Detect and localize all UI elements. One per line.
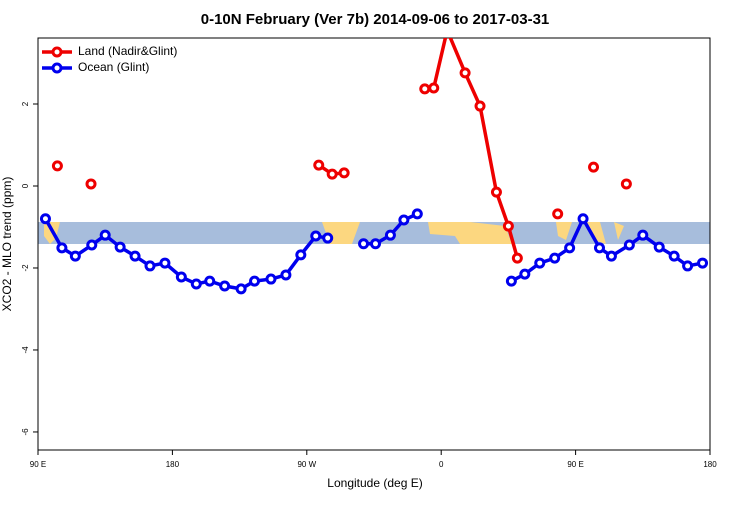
data-point [474, 100, 486, 112]
x-axis-label: Longitude (deg E) [327, 476, 422, 490]
data-point [534, 257, 546, 269]
x-tick-label: 90 E [567, 460, 583, 469]
data-point [322, 232, 334, 244]
data-point [249, 275, 261, 287]
data-point [411, 208, 423, 220]
data-point [144, 260, 156, 272]
data-point [219, 280, 231, 292]
data-point [86, 239, 98, 251]
data-point [519, 268, 531, 280]
data-point [653, 241, 665, 253]
data-point [511, 252, 523, 264]
y-tick-label: -4 [21, 346, 30, 354]
data-point [295, 249, 307, 261]
data-point [326, 168, 338, 180]
data-point [85, 178, 97, 190]
data-point [668, 250, 680, 262]
data-point [69, 250, 81, 262]
data-point [99, 229, 111, 241]
y-tick-label: -2 [21, 264, 30, 272]
data-point [419, 83, 431, 95]
data-point [428, 82, 440, 94]
data-point [310, 230, 322, 242]
data-point [114, 241, 126, 253]
data-point [593, 242, 605, 254]
legend-label: Ocean (Glint) [78, 60, 149, 74]
data-point [39, 213, 51, 225]
plot-area [39, 26, 709, 295]
data-point [620, 178, 632, 190]
x-tick-label: 90 E [30, 460, 46, 469]
data-point [577, 213, 589, 225]
data-point [459, 67, 471, 79]
data-point [588, 161, 600, 173]
data-point [369, 238, 381, 250]
data-point [502, 220, 514, 232]
y-tick-label: 0 [21, 183, 30, 188]
data-point [637, 229, 649, 241]
data-point [338, 167, 350, 179]
data-point [190, 278, 202, 290]
data-point [159, 257, 171, 269]
data-point [623, 239, 635, 251]
y-tick-label: 2 [21, 101, 30, 106]
data-point [505, 275, 517, 287]
data-point [51, 160, 63, 172]
legend-marker [51, 62, 63, 74]
x-tick-label: 0 [439, 460, 444, 469]
data-point [265, 273, 277, 285]
data-point [235, 283, 247, 295]
data-point [175, 271, 187, 283]
map-strip [38, 222, 710, 244]
plot-frame [37, 37, 711, 451]
x-tick-label: 90 W [297, 460, 316, 469]
data-point [552, 208, 564, 220]
data-point [358, 238, 370, 250]
data-point [682, 260, 694, 272]
data-point [605, 250, 617, 262]
data-point [313, 159, 325, 171]
data-point [490, 186, 502, 198]
chart-title: 0-10N February (Ver 7b) 2014-09-06 to 20… [201, 11, 550, 28]
data-point [549, 252, 561, 264]
data-point [204, 275, 216, 287]
data-point [384, 229, 396, 241]
data-point [564, 242, 576, 254]
x-tick-label: 180 [703, 460, 717, 469]
legend-marker [51, 46, 63, 58]
data-point [129, 250, 141, 262]
legend-label: Land (Nadir&Glint) [78, 44, 177, 58]
data-point [280, 269, 292, 281]
data-point [56, 242, 68, 254]
data-point [398, 214, 410, 226]
x-tick-label: 180 [166, 460, 180, 469]
y-axis-label: XCO2 - MLO trend (ppm) [0, 177, 14, 312]
data-point [697, 257, 709, 269]
y-tick-label: -6 [21, 428, 30, 436]
